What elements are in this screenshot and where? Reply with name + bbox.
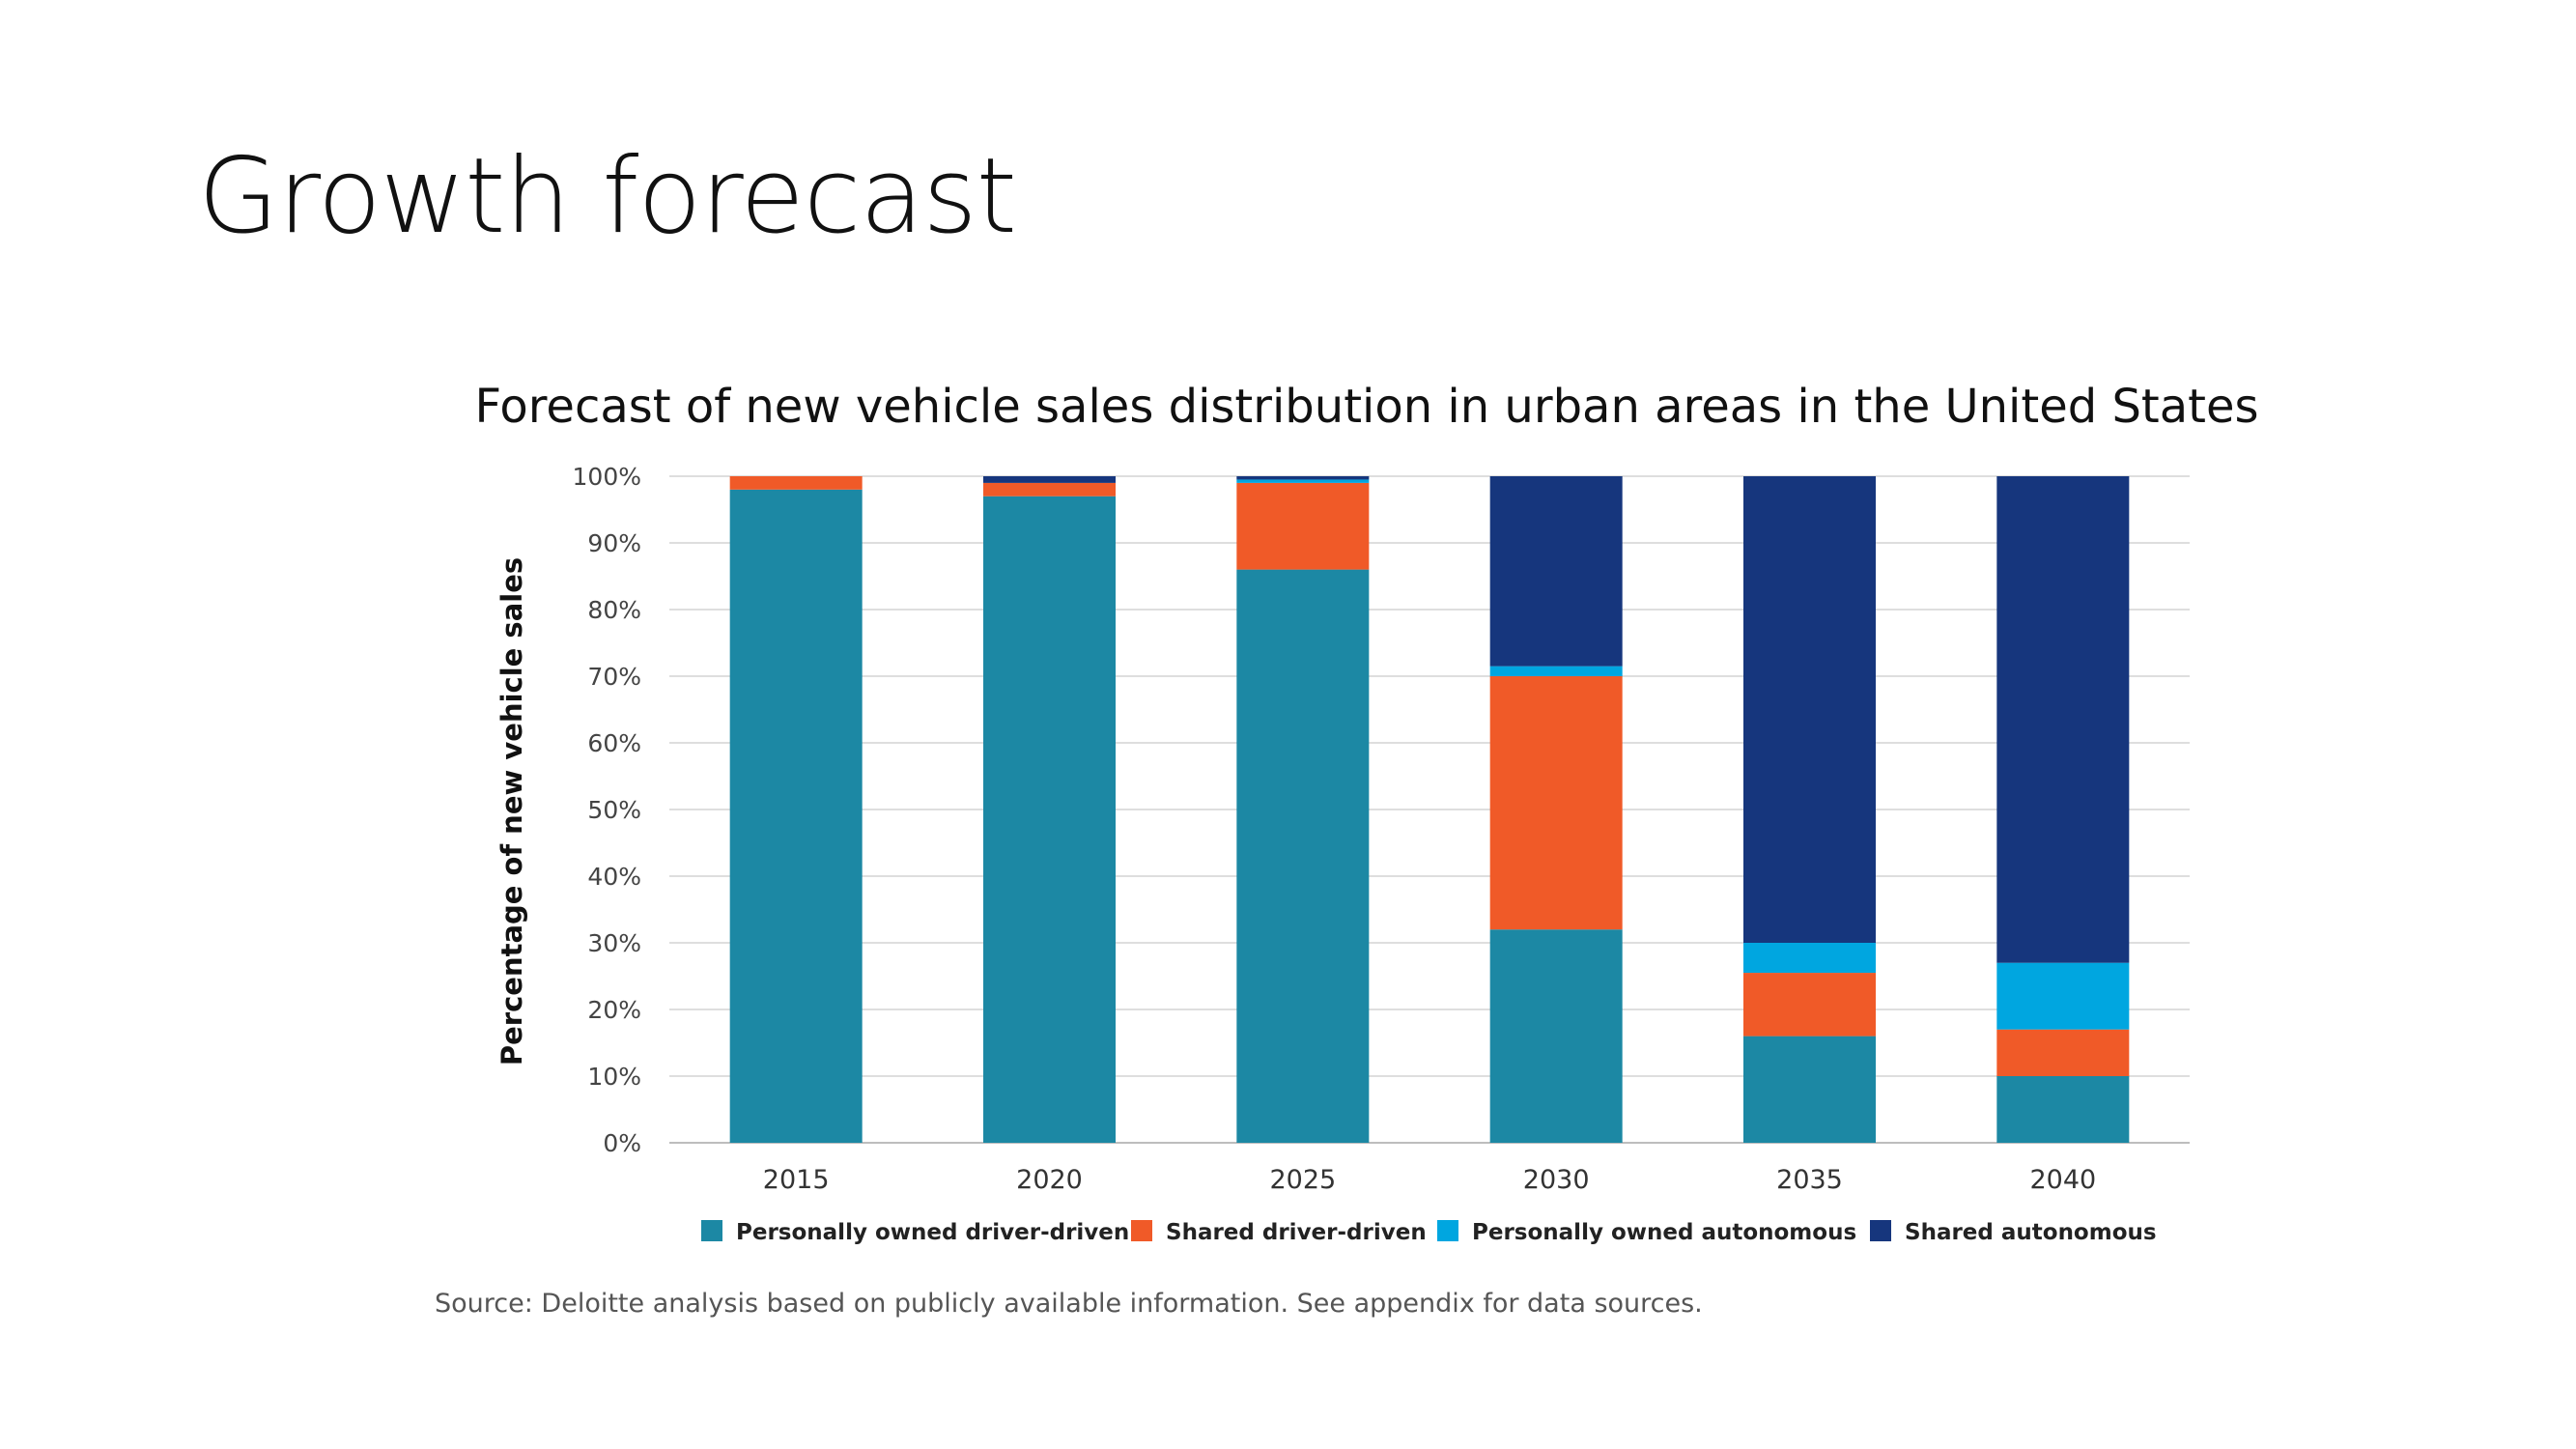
legend-label: Shared driver-driven: [1166, 1220, 1427, 1245]
x-tick-label: 2040: [2029, 1165, 2096, 1195]
bar-segment-2-2025: [1236, 479, 1370, 483]
slide-title: Growth forecast: [198, 136, 1017, 257]
chart-title: Forecast of new vehicle sales distributi…: [474, 380, 2258, 434]
legend-label: Shared autonomous: [1905, 1220, 2157, 1245]
y-tick-label: 10%: [587, 1063, 641, 1091]
bar-segment-1-2015: [729, 476, 863, 490]
x-axis-ticks: 2015 2020 2025 2030 2035 2040: [763, 1165, 2096, 1195]
y-axis-ticks: 0% 10% 20% 30% 40% 50% 60% 70% 80% 90% 100%: [573, 463, 641, 1157]
bar-segment-3-2020: [983, 476, 1116, 483]
bar-segment-0-2035: [1743, 1036, 1876, 1143]
bar-segment-3-2025: [1236, 476, 1370, 480]
gridlines: [669, 475, 2190, 1144]
bar-segment-0-2040: [1996, 1076, 2130, 1143]
bar-segment-3-2040: [1996, 476, 2130, 963]
bar-segment-0-2030: [1489, 929, 1623, 1143]
y-tick-label: 0%: [603, 1129, 641, 1157]
bar-segment-1-2025: [1236, 482, 1370, 570]
legend-label: Personally owned autonomous: [1472, 1220, 1856, 1245]
bar-segment-2-2030: [1489, 666, 1623, 676]
y-tick-label: 80%: [587, 596, 641, 624]
bar-segment-1-2035: [1743, 973, 1876, 1037]
bar-segment-2-2040: [1996, 962, 2130, 1030]
y-tick-label: 100%: [573, 463, 641, 491]
x-tick-label: 2030: [1523, 1165, 1590, 1195]
legend: Personally owned driver-driven Shared dri…: [701, 1220, 2157, 1245]
x-tick-label: 2020: [1016, 1165, 1083, 1195]
y-tick-label: 20%: [587, 996, 641, 1024]
x-tick-label: 2025: [1269, 1165, 1336, 1195]
source-note: Source: Deloitte analysis based on publi…: [435, 1289, 1703, 1319]
x-tick-label: 2015: [763, 1165, 830, 1195]
bar-segment-1-2030: [1489, 676, 1623, 930]
bar-segment-1-2040: [1996, 1029, 2130, 1076]
legend-swatch: [1131, 1220, 1152, 1241]
legend-label: Personally owned driver-driven: [736, 1220, 1129, 1245]
x-tick-label: 2035: [1776, 1165, 1843, 1195]
y-axis-label: Percentage of new vehicle sales: [495, 557, 528, 1065]
y-tick-label: 90%: [587, 529, 641, 557]
bar-segment-0-2020: [983, 496, 1116, 1143]
y-tick-label: 50%: [587, 796, 641, 824]
bar-segment-0-2015: [729, 489, 863, 1143]
legend-swatch: [701, 1220, 722, 1241]
bar-segment-2-2035: [1743, 943, 1876, 974]
legend-swatch: [1870, 1220, 1891, 1241]
bar-segment-0-2025: [1236, 569, 1370, 1143]
y-tick-label: 30%: [587, 929, 641, 957]
bar-segment-3-2035: [1743, 476, 1876, 943]
y-tick-label: 60%: [587, 729, 641, 757]
bar-segment-3-2030: [1489, 476, 1623, 667]
y-tick-label: 40%: [587, 863, 641, 891]
y-tick-label: 70%: [587, 663, 641, 691]
bar-segment-1-2020: [983, 482, 1116, 497]
bars: [729, 476, 2130, 1143]
legend-swatch: [1437, 1220, 1458, 1241]
